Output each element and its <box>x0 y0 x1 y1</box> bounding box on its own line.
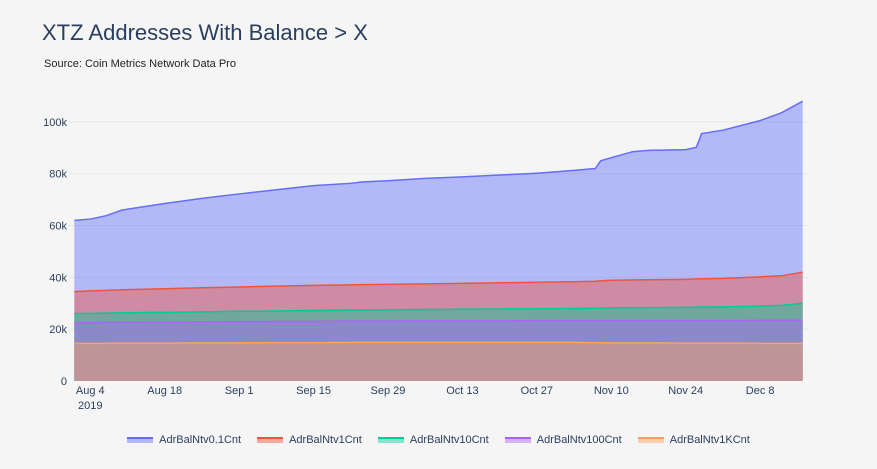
y-tick-label: 20k <box>49 324 67 336</box>
legend-item[interactable]: AdrBalNtv1KCnt <box>637 434 750 446</box>
x-tick-label: Oct 13 <box>446 385 478 397</box>
x-tick-label: Nov 10 <box>594 385 629 397</box>
chart-title: XTZ Addresses With Balance > X <box>42 20 368 45</box>
series-line <box>74 302 803 315</box>
x-tick-label: Sep 1 <box>225 385 254 397</box>
y-tick-label: 40k <box>49 272 67 284</box>
x-tick-label: Aug 4 <box>76 385 105 397</box>
legend-label: AdrBalNtv10Cnt <box>409 434 489 446</box>
legend-swatch <box>504 437 531 443</box>
legend-label: AdrBalNtv100Cnt <box>536 434 622 446</box>
x-tick-label: Aug 18 <box>147 385 182 397</box>
legend-item[interactable]: AdrBalNtv1Cnt <box>257 434 362 446</box>
x-tick-label: Sep 15 <box>296 385 331 397</box>
legend-item[interactable]: AdrBalNtv10Cnt <box>377 434 489 446</box>
legend-item[interactable]: AdrBalNtv100Cnt <box>504 434 622 446</box>
x-tick-label: Dec 8 <box>746 385 775 397</box>
series-area <box>74 342 803 381</box>
y-tick-label: 80k <box>49 169 67 181</box>
legend: AdrBalNtv0.1Cnt AdrBalNtv1Cnt AdrBalNtv10C… <box>0 434 877 446</box>
series-line <box>74 100 804 222</box>
legend-swatch <box>257 437 284 443</box>
y-tick-label: 100k <box>43 117 67 129</box>
series-line <box>74 319 803 324</box>
series-area <box>74 320 803 381</box>
legend-item[interactable]: AdrBalNtv0.1Cnt <box>127 434 241 446</box>
legend-label: AdrBalNtv0.1Cnt <box>159 434 242 446</box>
legend-label: AdrBalNtv1KCnt <box>669 434 750 446</box>
x-tick-label: Oct 27 <box>521 385 553 397</box>
x-tick-label: Nov 24 <box>668 385 703 397</box>
series-area <box>74 272 803 381</box>
legend-label: AdrBalNtv1Cnt <box>289 434 362 446</box>
y-tick-label: 0 <box>61 376 67 388</box>
chart-subtitle: Source: Coin Metrics Network Data Pro <box>44 58 236 70</box>
legend-swatch <box>377 437 404 443</box>
legend-swatch <box>637 437 664 443</box>
x-tick-year-label: 2019 <box>78 400 102 412</box>
y-tick-label: 60k <box>49 221 67 233</box>
series-line <box>74 341 803 345</box>
series-line <box>74 271 803 293</box>
x-tick-label: Sep 29 <box>371 385 406 397</box>
legend-swatch <box>127 437 154 443</box>
